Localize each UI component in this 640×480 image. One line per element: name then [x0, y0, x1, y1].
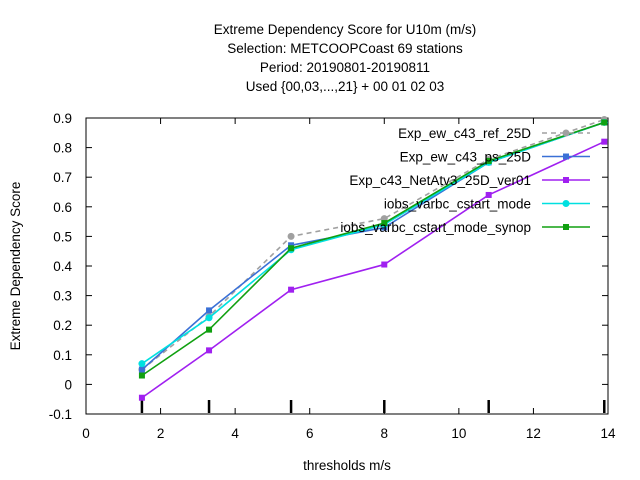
legend-label: Exp_c43_NetAtv3_25D_ver01 [349, 173, 531, 188]
series-line [141, 121, 605, 377]
legend-marker [563, 153, 569, 160]
y-tick-label: 0.3 [53, 289, 72, 304]
y-tick-label: 0.8 [53, 141, 72, 156]
data-point [206, 307, 213, 314]
legend-marker [562, 129, 570, 137]
data-point [485, 191, 492, 198]
x-tick-label: 0 [82, 426, 90, 441]
title-line: Selection: METCOOPCoast 69 stations [227, 41, 463, 56]
y-tick-label: 0 [64, 377, 72, 392]
x-tick-label: 4 [231, 426, 239, 441]
legend-label: Exp_ew_c43_ref_25D [398, 126, 531, 141]
data-point [601, 138, 608, 145]
data-point [288, 286, 295, 293]
y-tick-label: 0.2 [53, 318, 72, 333]
legend-label: Exp_ew_c43_ps_25D [400, 150, 532, 165]
y-tick-label: 0.9 [53, 111, 72, 126]
title-line: Extreme Dependency Score for U10m (m/s) [214, 22, 477, 37]
data-point [381, 220, 388, 227]
x-tick-label: 10 [451, 426, 466, 441]
y-tick-labels: -0.1 0 0.1 0.2 0.3 0.4 0.5 0.6 0.7 0.8 0.9 [49, 111, 73, 422]
series-line [141, 140, 605, 399]
series-line [141, 118, 605, 371]
y-tick-label: 0.6 [53, 200, 72, 215]
y-axis-label: Extreme Dependency Score [8, 182, 23, 351]
legend: Exp_ew_c43_ref_25D Exp_ew_c43_ps_25D Exp_c… [340, 126, 590, 235]
data-point [138, 366, 145, 373]
x-tick-label: 14 [600, 426, 616, 441]
x-tick-label: 8 [381, 426, 389, 441]
data-point [138, 394, 145, 401]
data-point [485, 157, 492, 164]
data-point [206, 347, 213, 354]
y-tick-label: 0.5 [53, 229, 72, 244]
x-axis-label: thresholds m/s [303, 458, 391, 473]
x-tick-label: 12 [526, 426, 541, 441]
data-point [206, 326, 213, 333]
x-tick-labels: 0 2 4 6 8 10 12 14 [82, 426, 616, 441]
title-line: Period: 20190801-20190811 [260, 60, 430, 75]
y-tick-label: -0.1 [49, 407, 72, 422]
threshold-marks [140, 400, 606, 413]
x-tick-label: 6 [306, 426, 314, 441]
chart-title: Extreme Dependency Score for U10m (m/s) S… [214, 22, 477, 94]
data-point [288, 245, 295, 252]
series-line [141, 121, 605, 365]
data-point [138, 360, 146, 368]
legend-marker [563, 224, 569, 230]
data-point [205, 314, 213, 322]
y-tick-label: 0.1 [53, 348, 72, 363]
series-lines [138, 115, 608, 401]
x-tick-label: 2 [157, 426, 165, 441]
data-point [138, 372, 145, 379]
y-tick-label: 0.4 [53, 259, 72, 274]
y-tick-label: 0.7 [53, 170, 72, 185]
data-point [287, 232, 295, 240]
legend-marker [562, 200, 570, 207]
data-point [381, 261, 388, 268]
legend-label: iobs_varbc_cstart_mode_synop [340, 220, 531, 235]
legend-marker [563, 177, 569, 183]
data-point [601, 119, 608, 126]
legend-label: iobs_varbc_cstart_mode [384, 197, 531, 212]
title-line: Used {00,03,...,21} + 00 01 02 03 [246, 79, 445, 94]
